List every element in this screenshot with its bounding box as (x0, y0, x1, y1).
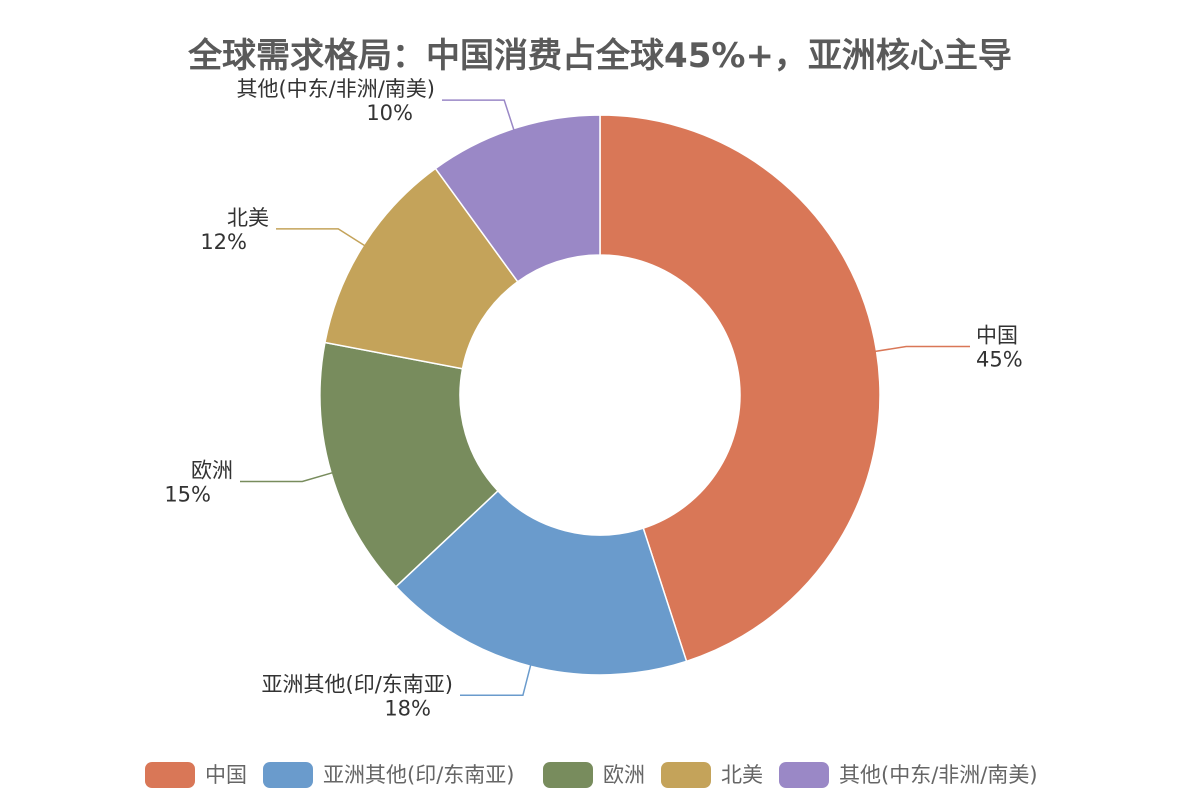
leader-line-1 (460, 664, 532, 697)
slice-label-value-4: 10% (366, 101, 413, 125)
slice-label-name-1: 亚洲其他(印/东南亚) (262, 672, 453, 696)
leader-line-3 (276, 228, 366, 247)
legend-label-1: 亚洲其他(印/东南亚) (323, 763, 514, 787)
legend: 中国 亚洲其他(印/东南亚) 欧洲 北美 其他(中东/非洲/南美) (145, 762, 1038, 788)
legend-swatch-2 (543, 762, 593, 788)
legend-swatch-3 (661, 762, 711, 788)
legend-label-3: 北美 (721, 763, 763, 787)
label-leader-lines (240, 99, 970, 697)
slice-label-name-3: 北美 (227, 206, 269, 230)
legend-item-3[interactable]: 北美 (661, 762, 763, 788)
chart-title: 全球需求格局：中国消费占全球45%+，亚洲核心主导 (187, 36, 1012, 76)
donut-slices (319, 114, 881, 676)
legend-item-2[interactable]: 欧洲 (543, 762, 645, 788)
slice-2 (319, 341, 500, 588)
slice-1 (394, 489, 688, 676)
slice-3 (324, 167, 519, 370)
slice-label-name-4: 其他(中东/非洲/南美) (236, 77, 435, 101)
legend-label-2: 欧洲 (603, 763, 645, 787)
leader-line-4 (442, 99, 515, 131)
slice-0 (599, 114, 881, 663)
slice-label-value-1: 18% (384, 696, 431, 720)
slice-4 (434, 114, 601, 283)
legend-label-0: 中国 (205, 763, 247, 787)
leader-line-2 (240, 471, 334, 483)
legend-item-1[interactable]: 亚洲其他(印/东南亚) (263, 762, 514, 788)
slice-label-name-0: 中国 (976, 324, 1018, 348)
slice-label-name-2: 欧洲 (191, 458, 233, 482)
legend-item-4[interactable]: 其他(中东/非洲/南美) (779, 762, 1038, 788)
legend-swatch-4 (779, 762, 829, 788)
leader-line-0 (874, 345, 970, 353)
legend-item-0[interactable]: 中国 (145, 762, 247, 788)
slice-label-value-2: 15% (164, 482, 211, 506)
slice-label-value-3: 12% (200, 230, 247, 254)
legend-swatch-1 (263, 762, 313, 788)
legend-swatch-0 (145, 762, 195, 788)
slice-label-value-0: 45% (976, 348, 1023, 372)
legend-label-4: 其他(中东/非洲/南美) (839, 763, 1038, 787)
